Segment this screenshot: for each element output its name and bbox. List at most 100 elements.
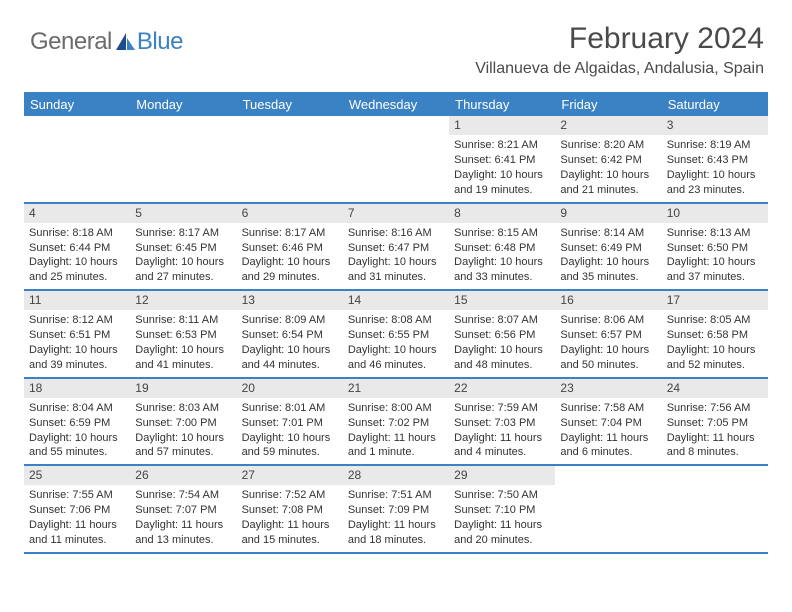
sunrise-text: Sunrise: 8:14 AM — [560, 226, 656, 241]
day-number: 25 — [24, 466, 130, 485]
day-number: 12 — [130, 291, 236, 310]
sunrise-text: Sunrise: 8:13 AM — [667, 226, 763, 241]
sunset-text: Sunset: 6:55 PM — [348, 328, 444, 343]
sunset-text: Sunset: 6:47 PM — [348, 241, 444, 256]
day-cell: 3Sunrise: 8:19 AMSunset: 6:43 PMDaylight… — [662, 116, 768, 202]
day-cell: 6Sunrise: 8:17 AMSunset: 6:46 PMDaylight… — [237, 204, 343, 290]
day-number: 21 — [343, 379, 449, 398]
sunrise-text: Sunrise: 8:20 AM — [560, 138, 656, 153]
sunrise-text: Sunrise: 7:52 AM — [242, 488, 338, 503]
weekday-label: Thursday — [449, 94, 555, 116]
sunset-text: Sunset: 6:53 PM — [135, 328, 231, 343]
day-number: 17 — [662, 291, 768, 310]
day-number: 15 — [449, 291, 555, 310]
sunrise-text: Sunrise: 8:06 AM — [560, 313, 656, 328]
sunrise-text: Sunrise: 8:11 AM — [135, 313, 231, 328]
weekday-label: Sunday — [24, 94, 130, 116]
day-number: 2 — [555, 116, 661, 135]
day-number: 24 — [662, 379, 768, 398]
daylight-text: Daylight: 10 hours and 46 minutes. — [348, 343, 444, 373]
sunset-text: Sunset: 7:01 PM — [242, 416, 338, 431]
sunset-text: Sunset: 6:48 PM — [454, 241, 550, 256]
sunset-text: Sunset: 6:44 PM — [29, 241, 125, 256]
day-cell: 19Sunrise: 8:03 AMSunset: 7:00 PMDayligh… — [130, 379, 236, 465]
sunrise-text: Sunrise: 7:51 AM — [348, 488, 444, 503]
sunrise-text: Sunrise: 8:18 AM — [29, 226, 125, 241]
day-number: 23 — [555, 379, 661, 398]
sunrise-text: Sunrise: 8:04 AM — [29, 401, 125, 416]
sunset-text: Sunset: 6:49 PM — [560, 241, 656, 256]
sunset-text: Sunset: 6:57 PM — [560, 328, 656, 343]
daylight-text: Daylight: 10 hours and 55 minutes. — [29, 431, 125, 461]
sunset-text: Sunset: 7:06 PM — [29, 503, 125, 518]
day-number: 5 — [130, 204, 236, 223]
day-cell: 27Sunrise: 7:52 AMSunset: 7:08 PMDayligh… — [237, 466, 343, 552]
sunset-text: Sunset: 6:41 PM — [454, 153, 550, 168]
daylight-text: Daylight: 11 hours and 4 minutes. — [454, 431, 550, 461]
day-cell: 25Sunrise: 7:55 AMSunset: 7:06 PMDayligh… — [24, 466, 130, 552]
sunset-text: Sunset: 6:58 PM — [667, 328, 763, 343]
weekday-label: Wednesday — [343, 94, 449, 116]
day-cell: 22Sunrise: 7:59 AMSunset: 7:03 PMDayligh… — [449, 379, 555, 465]
day-number: 3 — [662, 116, 768, 135]
sunrise-text: Sunrise: 7:54 AM — [135, 488, 231, 503]
sail-icon — [115, 32, 137, 52]
daylight-text: Daylight: 10 hours and 48 minutes. — [454, 343, 550, 373]
sunrise-text: Sunrise: 8:07 AM — [454, 313, 550, 328]
day-number: 26 — [130, 466, 236, 485]
logo-text-left: General — [30, 28, 112, 56]
sunrise-text: Sunrise: 7:58 AM — [560, 401, 656, 416]
day-number: 1 — [449, 116, 555, 135]
sunset-text: Sunset: 6:51 PM — [29, 328, 125, 343]
sunset-text: Sunset: 7:05 PM — [667, 416, 763, 431]
daylight-text: Daylight: 11 hours and 18 minutes. — [348, 518, 444, 548]
day-number: 11 — [24, 291, 130, 310]
daylight-text: Daylight: 10 hours and 41 minutes. — [135, 343, 231, 373]
day-cell: 21Sunrise: 8:00 AMSunset: 7:02 PMDayligh… — [343, 379, 449, 465]
day-number: 10 — [662, 204, 768, 223]
sunset-text: Sunset: 6:46 PM — [242, 241, 338, 256]
sunset-text: Sunset: 6:45 PM — [135, 241, 231, 256]
sunrise-text: Sunrise: 8:09 AM — [242, 313, 338, 328]
day-number: 14 — [343, 291, 449, 310]
day-cell — [662, 466, 768, 552]
day-cell — [24, 116, 130, 202]
day-number: 18 — [24, 379, 130, 398]
daylight-text: Daylight: 11 hours and 15 minutes. — [242, 518, 338, 548]
day-cell: 1Sunrise: 8:21 AMSunset: 6:41 PMDaylight… — [449, 116, 555, 202]
day-cell: 2 Sunrise: 8:20 AMSunset: 6:42 PMDaylight… — [555, 116, 661, 202]
location: Villanueva de Algaidas, Andalusia, Spain — [475, 60, 764, 78]
day-number — [343, 116, 449, 135]
daylight-text: Daylight: 10 hours and 21 minutes. — [560, 168, 656, 198]
daylight-text: Daylight: 11 hours and 8 minutes. — [667, 431, 763, 461]
day-number: 20 — [237, 379, 343, 398]
page-title: February 2024 — [475, 22, 764, 56]
day-cell: 26Sunrise: 7:54 AMSunset: 7:07 PMDayligh… — [130, 466, 236, 552]
sunrise-text: Sunrise: 8:01 AM — [242, 401, 338, 416]
weekday-header: SundayMondayTuesdayWednesdayThursdayFrid… — [24, 94, 768, 116]
day-cell: 20 Sunrise: 8:01 AMSunset: 7:01 PMDayligh… — [237, 379, 343, 465]
calendar: SundayMondayTuesdayWednesdayThursdayFrid… — [24, 92, 768, 554]
day-cell: 23Sunrise: 7:58 AMSunset: 7:04 PMDayligh… — [555, 379, 661, 465]
week-row: 18Sunrise: 8:04 AMSunset: 6:59 PMDayligh… — [24, 379, 768, 467]
sunset-text: Sunset: 6:56 PM — [454, 328, 550, 343]
day-number: 19 — [130, 379, 236, 398]
sunrise-text: Sunrise: 8:05 AM — [667, 313, 763, 328]
day-cell: 15 Sunrise: 8:07 AMSunset: 6:56 PMDayligh… — [449, 291, 555, 377]
weekday-label: Friday — [555, 94, 661, 116]
day-cell: 7Sunrise: 8:16 AMSunset: 6:47 PMDaylight… — [343, 204, 449, 290]
day-number — [237, 116, 343, 135]
weekday-label: Monday — [130, 94, 236, 116]
day-cell — [130, 116, 236, 202]
sunset-text: Sunset: 7:04 PM — [560, 416, 656, 431]
sunset-text: Sunset: 6:42 PM — [560, 153, 656, 168]
daylight-text: Daylight: 11 hours and 1 minute. — [348, 431, 444, 461]
day-cell: 24Sunrise: 7:56 AMSunset: 7:05 PMDayligh… — [662, 379, 768, 465]
sunrise-text: Sunrise: 8:08 AM — [348, 313, 444, 328]
week-row: 4Sunrise: 8:18 AMSunset: 6:44 PMDaylight… — [24, 204, 768, 292]
daylight-text: Daylight: 10 hours and 27 minutes. — [135, 255, 231, 285]
daylight-text: Daylight: 10 hours and 59 minutes. — [242, 431, 338, 461]
daylight-text: Daylight: 10 hours and 29 minutes. — [242, 255, 338, 285]
sunrise-text: Sunrise: 7:55 AM — [29, 488, 125, 503]
daylight-text: Daylight: 10 hours and 33 minutes. — [454, 255, 550, 285]
